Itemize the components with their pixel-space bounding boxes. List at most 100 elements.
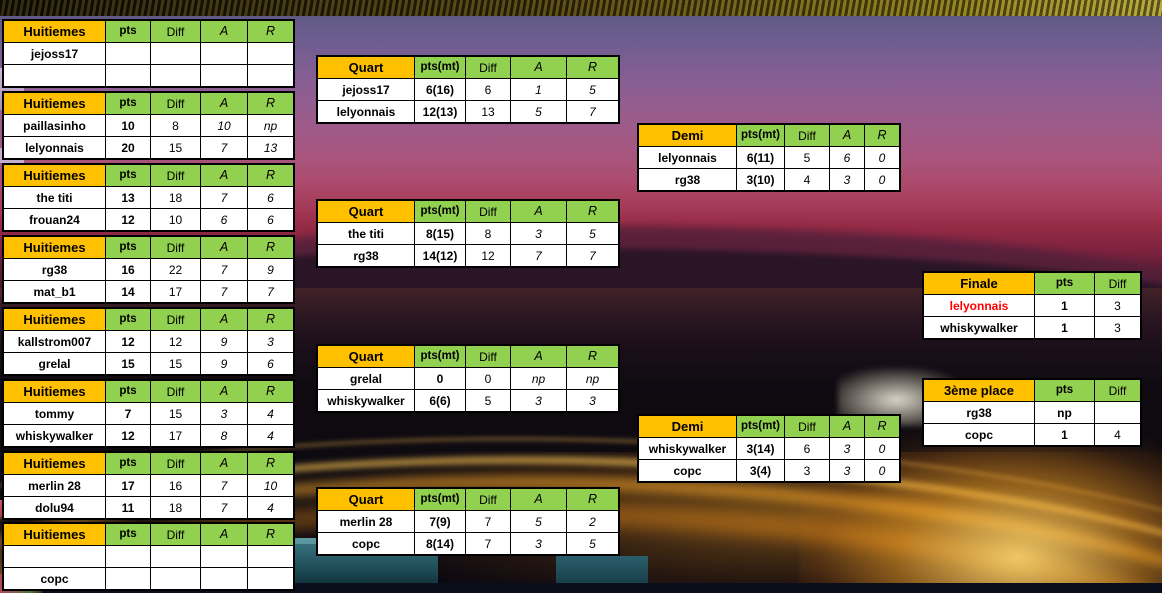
player-name: rg38	[2, 258, 106, 281]
header-row: Huitiemes pts Diff A R	[2, 19, 295, 43]
player-row: copc	[2, 567, 295, 591]
round-title: Huitiemes	[2, 91, 106, 115]
stat-value: 12	[465, 244, 511, 268]
column-header-a: A	[200, 19, 248, 43]
player-name: frouan24	[2, 208, 106, 232]
round-title: Quart	[316, 487, 415, 511]
column-header-ptsmt: pts(mt)	[414, 344, 466, 368]
stat-value: 10	[150, 208, 201, 232]
stat-value: 6	[465, 78, 511, 101]
player-name: copc	[922, 423, 1035, 447]
round-title: Huitiemes	[2, 522, 106, 546]
header-row: Quart pts(mt) Diff A R	[316, 344, 620, 368]
player-name: dolu94	[2, 496, 106, 520]
stat-value: 8	[200, 424, 248, 448]
header-row: Huitiemes pts Diff A R	[2, 235, 295, 259]
round-title: Huitiemes	[2, 451, 106, 475]
column-header-diff: Diff	[150, 379, 201, 403]
stat-value: 17	[150, 280, 201, 304]
stat-value: 14	[105, 280, 151, 304]
column-header-diff: Diff	[150, 451, 201, 475]
column-header-a: A	[200, 235, 248, 259]
header-row: Huitiemes pts Diff A R	[2, 379, 295, 403]
column-header-ptsmt: pts(mt)	[736, 414, 785, 438]
stat-value	[105, 64, 151, 88]
column-header-a: A	[200, 379, 248, 403]
player-name: merlin 28	[316, 510, 415, 533]
player-row: the titi 8(15) 8 3 5	[316, 222, 620, 245]
player-row: whiskywalker 1 3	[922, 316, 1142, 340]
header-row: Huitiemes pts Diff A R	[2, 522, 295, 546]
stat-value: 22	[150, 258, 201, 281]
header-row: Huitiemes pts Diff A R	[2, 451, 295, 475]
round-title: Demi	[637, 123, 737, 147]
stat-value: 6	[247, 208, 295, 232]
column-header-diff: Diff	[150, 522, 201, 546]
table-third-place: 3ème place pts Diff rg38 np copc 1 4	[922, 378, 1142, 447]
stat-value: 6(11)	[736, 146, 785, 169]
column-header-a: A	[200, 91, 248, 115]
player-name: copc	[637, 459, 737, 483]
column-header-pts: pts	[1034, 378, 1095, 402]
stat-value: 5	[566, 78, 620, 101]
player-row: copc 3(4) 3 3 0	[637, 459, 901, 483]
column-header-a: A	[510, 199, 567, 223]
stat-value: 7	[105, 402, 151, 425]
stat-value: 5	[510, 100, 567, 124]
column-header-diff: Diff	[150, 307, 201, 331]
stat-value: 0	[864, 459, 901, 483]
stat-value: 5	[784, 146, 830, 169]
stat-value: 6	[829, 146, 865, 169]
player-name: jejoss17	[2, 42, 106, 65]
stat-value: 6	[784, 437, 830, 460]
stat-value: 3	[1094, 316, 1142, 340]
column-header-ptsmt: pts(mt)	[736, 123, 785, 147]
column-header-diff: Diff	[1094, 271, 1142, 295]
column-header-pts: pts	[105, 522, 151, 546]
column-header-pts: pts	[105, 91, 151, 115]
round-title: Demi	[637, 414, 737, 438]
stat-value: 4	[247, 402, 295, 425]
stat-value	[150, 42, 201, 65]
stat-value: 5	[566, 222, 620, 245]
column-header-diff: Diff	[784, 414, 830, 438]
column-header-r: R	[247, 379, 295, 403]
column-header-diff: Diff	[150, 235, 201, 259]
column-header-diff: Diff	[150, 91, 201, 115]
header-row: Finale pts Diff	[922, 271, 1142, 295]
stat-value: np	[1034, 401, 1095, 424]
player-name	[2, 64, 106, 88]
header-row: Quart pts(mt) Diff A R	[316, 55, 620, 79]
stat-value: 7	[200, 186, 248, 209]
header-row: Demi pts(mt) Diff A R	[637, 414, 901, 438]
column-header-a: A	[510, 487, 567, 511]
stat-value: 18	[150, 186, 201, 209]
header-row: Huitiemes pts Diff A R	[2, 163, 295, 187]
stat-value: 16	[150, 474, 201, 497]
stat-value: 0	[864, 437, 901, 460]
background-bottom-strip	[0, 583, 1162, 593]
stat-value: 7	[465, 510, 511, 533]
column-header-a: A	[200, 163, 248, 187]
player-name: jejoss17	[316, 78, 415, 101]
stat-value: 17	[150, 424, 201, 448]
player-name: whiskywalker	[922, 316, 1035, 340]
stat-value: 5	[510, 510, 567, 533]
round-title: Quart	[316, 199, 415, 223]
stat-value: 12	[105, 424, 151, 448]
stat-value: 3	[200, 402, 248, 425]
column-header-r: R	[864, 414, 901, 438]
stat-value: 13	[465, 100, 511, 124]
player-name: whiskywalker	[316, 389, 415, 413]
round-title: Huitiemes	[2, 163, 106, 187]
background-hill-band	[0, 0, 1162, 16]
player-row: kallstrom007 12 12 9 3	[2, 330, 295, 353]
stat-value	[200, 64, 248, 88]
player-row: grelal 0 0 np np	[316, 367, 620, 390]
player-row: copc 8(14) 7 3 5	[316, 532, 620, 556]
